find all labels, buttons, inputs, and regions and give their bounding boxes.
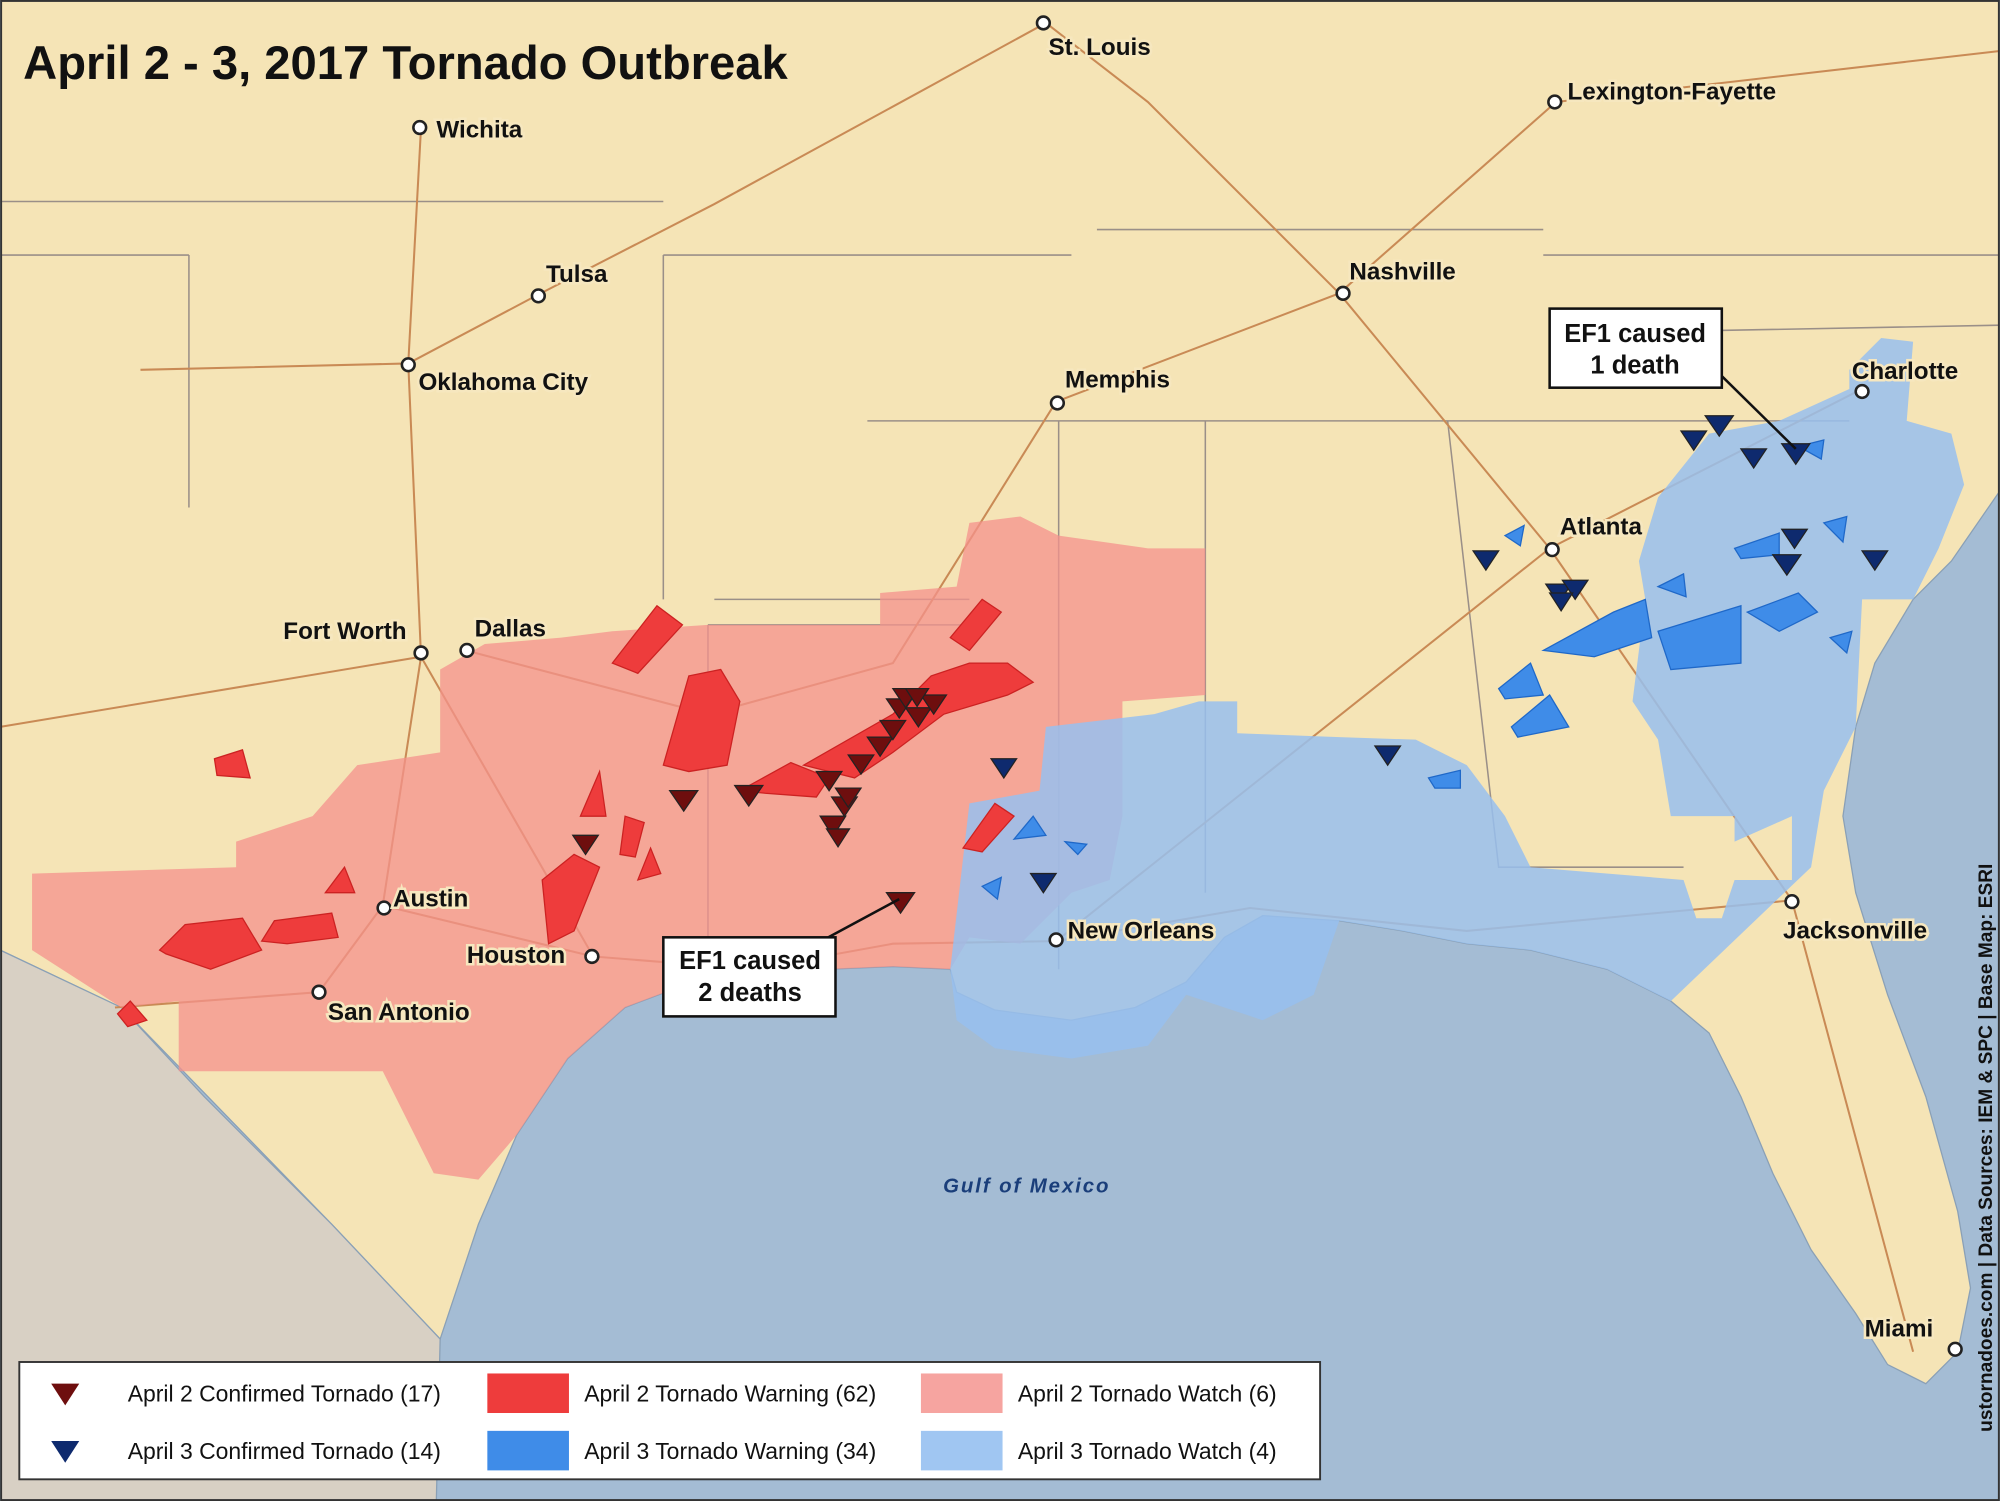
city-label: Oklahoma City — [418, 369, 588, 396]
city-label: Lexington-Fayette — [1567, 78, 1776, 105]
legend-label: April 2 Tornado Watch (6) — [1018, 1381, 1277, 1407]
city-label: Fort Worth — [283, 618, 406, 645]
city-label: Jacksonville — [1783, 918, 1927, 945]
legend-label: April 3 Tornado Warning (34) — [584, 1438, 876, 1464]
city-label: Nashville — [1349, 258, 1455, 285]
legend-label: April 3 Tornado Watch (4) — [1018, 1438, 1277, 1464]
annotation-text: EF1 caused — [1564, 320, 1706, 348]
city-label: Atlanta — [1560, 513, 1643, 540]
city-dot — [1048, 932, 1064, 948]
annotation: EF1 caused 1 death — [1548, 307, 1797, 450]
april3-tornadoes — [989, 415, 1889, 894]
city-label: Charlotte — [1852, 358, 1958, 385]
city-dot — [1854, 383, 1870, 400]
city-dot — [1049, 395, 1066, 411]
city-label: Dallas — [475, 615, 546, 642]
city-dot — [459, 642, 475, 659]
city-label: Austin — [393, 886, 468, 913]
legend-label: April 3 Confirmed Tornado (14) — [128, 1438, 441, 1464]
city-label: San Antonio — [328, 999, 470, 1026]
annotation-text: EF1 caused — [679, 947, 821, 975]
legend-label: April 2 Confirmed Tornado (17) — [128, 1381, 441, 1407]
april2-tornadoes — [571, 688, 948, 915]
annotation-box — [1548, 307, 1724, 389]
annotation-box — [662, 936, 837, 1018]
legend-swatch — [920, 1430, 1003, 1471]
city-label: St. Louis — [1048, 34, 1150, 61]
annotation-text: 1 death — [1590, 352, 1679, 380]
annotation: EF1 caused 2 deaths — [662, 897, 900, 1018]
city-dot — [413, 645, 429, 661]
water-label: Gulf of Mexico — [943, 1175, 1110, 1197]
city-dot — [1544, 541, 1560, 558]
april2-watch-area — [32, 516, 1206, 1180]
legend-swatch — [51, 1441, 80, 1463]
city-dot — [1547, 94, 1563, 110]
annotation-text: 2 deaths — [698, 979, 801, 1007]
credit: ustornadoes.com | Data Sources: IEM & SP… — [1976, 864, 1997, 1432]
city-label: Tulsa — [546, 261, 608, 288]
city-label: Memphis — [1065, 367, 1170, 394]
city-dot — [412, 119, 428, 136]
cities: St. Louis Lexington-Fayette Wichita Tuls… — [281, 15, 1963, 1357]
city-dot — [584, 948, 600, 965]
city-dot — [1784, 893, 1800, 910]
legend-swatch — [487, 1373, 569, 1414]
map-title: April 2 - 3, 2017 Tornado Outbreak — [23, 36, 788, 89]
april3-watch-area — [950, 337, 1965, 1059]
legend-swatch — [920, 1373, 1003, 1414]
city-label: Houston — [467, 942, 565, 969]
city-label: Wichita — [436, 117, 522, 144]
city-dot — [1335, 285, 1351, 301]
city-dot — [311, 984, 327, 1000]
legend-label: April 2 Tornado Warning (62) — [584, 1381, 876, 1407]
city-dot — [400, 357, 416, 373]
leader-line — [1714, 368, 1797, 450]
legend-swatch — [487, 1430, 569, 1471]
legend-swatch — [51, 1383, 80, 1406]
city-label: Miami — [1865, 1315, 1934, 1342]
april3-warnings — [980, 439, 1853, 901]
city-dot — [1035, 15, 1052, 31]
city-dot — [530, 288, 547, 304]
legend-box — [18, 1361, 1322, 1481]
city-dot — [376, 900, 392, 916]
legend: April 2 Confirmed Tornado (17) April 2 T… — [18, 1361, 1322, 1481]
city-dot — [1947, 1341, 1963, 1357]
city-label: New Orleans — [1068, 918, 1215, 945]
